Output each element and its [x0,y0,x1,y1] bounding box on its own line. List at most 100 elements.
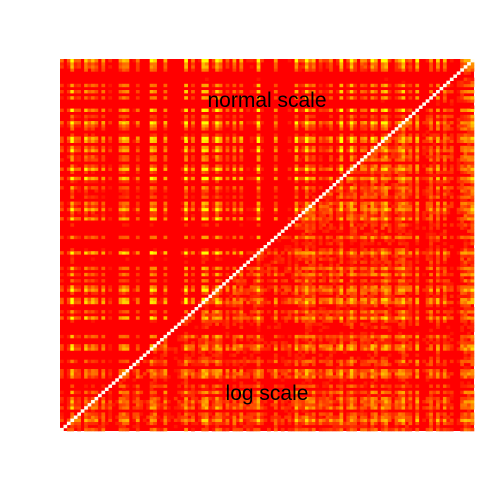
heatmap-cell [373,254,378,258]
heatmap-cell [73,406,78,410]
heatmap-cell [311,167,316,171]
heatmap-cell [280,403,285,407]
heatmap-cell [332,288,337,292]
heatmap-cell [367,375,371,379]
heatmap-cell [380,257,385,261]
heatmap-cell [163,338,168,342]
heatmap-cell [304,427,309,432]
heatmap-cell [470,307,475,311]
heatmap-cell [277,257,282,261]
heatmap-cell [135,347,140,351]
heatmap-cell [225,204,230,209]
heatmap-cell [415,238,420,243]
heatmap-cell [384,248,389,252]
heatmap-cell [353,285,357,289]
heatmap-cell [329,223,333,227]
heatmap-cell [380,217,385,221]
heatmap-cell [463,427,468,432]
heatmap-cell [467,272,471,277]
heatmap-cell [436,372,440,376]
heatmap-cell [184,378,188,382]
heatmap-cell [332,316,337,320]
heatmap-cell [235,406,240,410]
heatmap-cell [201,356,206,360]
heatmap-cell [160,353,164,357]
heatmap-cell [422,272,426,277]
heatmap-cell [380,384,385,388]
heatmap-cell [349,297,354,302]
heatmap-cell [153,217,157,221]
heatmap-cell [253,415,257,419]
heatmap-cell [239,155,244,159]
heatmap-cell [353,384,357,388]
heatmap-cell [135,195,140,199]
heatmap-cell [184,176,188,181]
heatmap-cell [208,319,213,323]
heatmap-cell [225,396,230,401]
heatmap-cell [308,347,313,351]
heatmap-cell [429,418,433,422]
heatmap-cell [122,396,126,401]
heatmap-cell [394,384,399,388]
heatmap-cell [294,245,299,249]
heatmap-cell [363,232,368,236]
heatmap-cell [398,322,402,326]
heatmap-cell [273,310,278,314]
heatmap-cell [87,372,92,376]
heatmap-cell [446,347,451,351]
heatmap-cell [318,310,323,314]
heatmap-cell [467,294,471,298]
heatmap-cell [432,161,437,165]
heatmap-cell [387,276,392,280]
heatmap-cell [153,251,157,255]
heatmap-cell [398,248,402,252]
heatmap-cell [301,282,306,286]
heatmap-cell [118,214,123,218]
heatmap-cell [94,148,99,153]
heatmap-cell [429,254,433,258]
heatmap-cell [149,152,154,156]
heatmap-cell [401,192,406,196]
heatmap-cell [218,158,223,162]
heatmap-cell [360,183,364,187]
heatmap-cell [415,393,420,398]
heatmap-cell [256,381,261,385]
heatmap-cell [108,285,113,289]
heatmap-cell [408,251,413,255]
heatmap-cell [394,285,399,289]
heatmap-cell [394,372,399,376]
heatmap-cell [463,316,468,320]
heatmap-cell [60,344,64,348]
heatmap-cell [456,347,461,351]
heatmap-cell [97,406,102,410]
heatmap-cell [408,167,413,171]
heatmap-cell [422,406,426,410]
heatmap-cell [394,424,399,429]
heatmap-cell [446,403,451,407]
heatmap-cell [415,241,420,246]
heatmap-cell [160,372,164,376]
heatmap-cell [232,418,237,422]
heatmap-cell [373,195,378,199]
heatmap-cell [325,272,330,277]
heatmap-cell [367,207,371,212]
heatmap-cell [322,285,326,289]
heatmap-cell [218,288,223,292]
heatmap-cell [332,350,337,354]
heatmap-cell [163,412,168,416]
heatmap-cell [108,167,113,171]
heatmap-cell [280,418,285,422]
heatmap-cell [163,350,168,354]
heatmap-cell [177,372,182,376]
heatmap-cell [273,319,278,323]
heatmap-cell [415,201,420,205]
heatmap-cell [405,164,409,168]
heatmap-cell [215,248,219,252]
heatmap-cell [442,396,447,401]
heatmap-cell [387,279,392,283]
heatmap-cell [242,403,247,407]
heatmap-cell [166,412,171,416]
heatmap-cell [346,167,351,171]
heatmap-cell [384,412,389,416]
heatmap-cell [218,195,223,199]
